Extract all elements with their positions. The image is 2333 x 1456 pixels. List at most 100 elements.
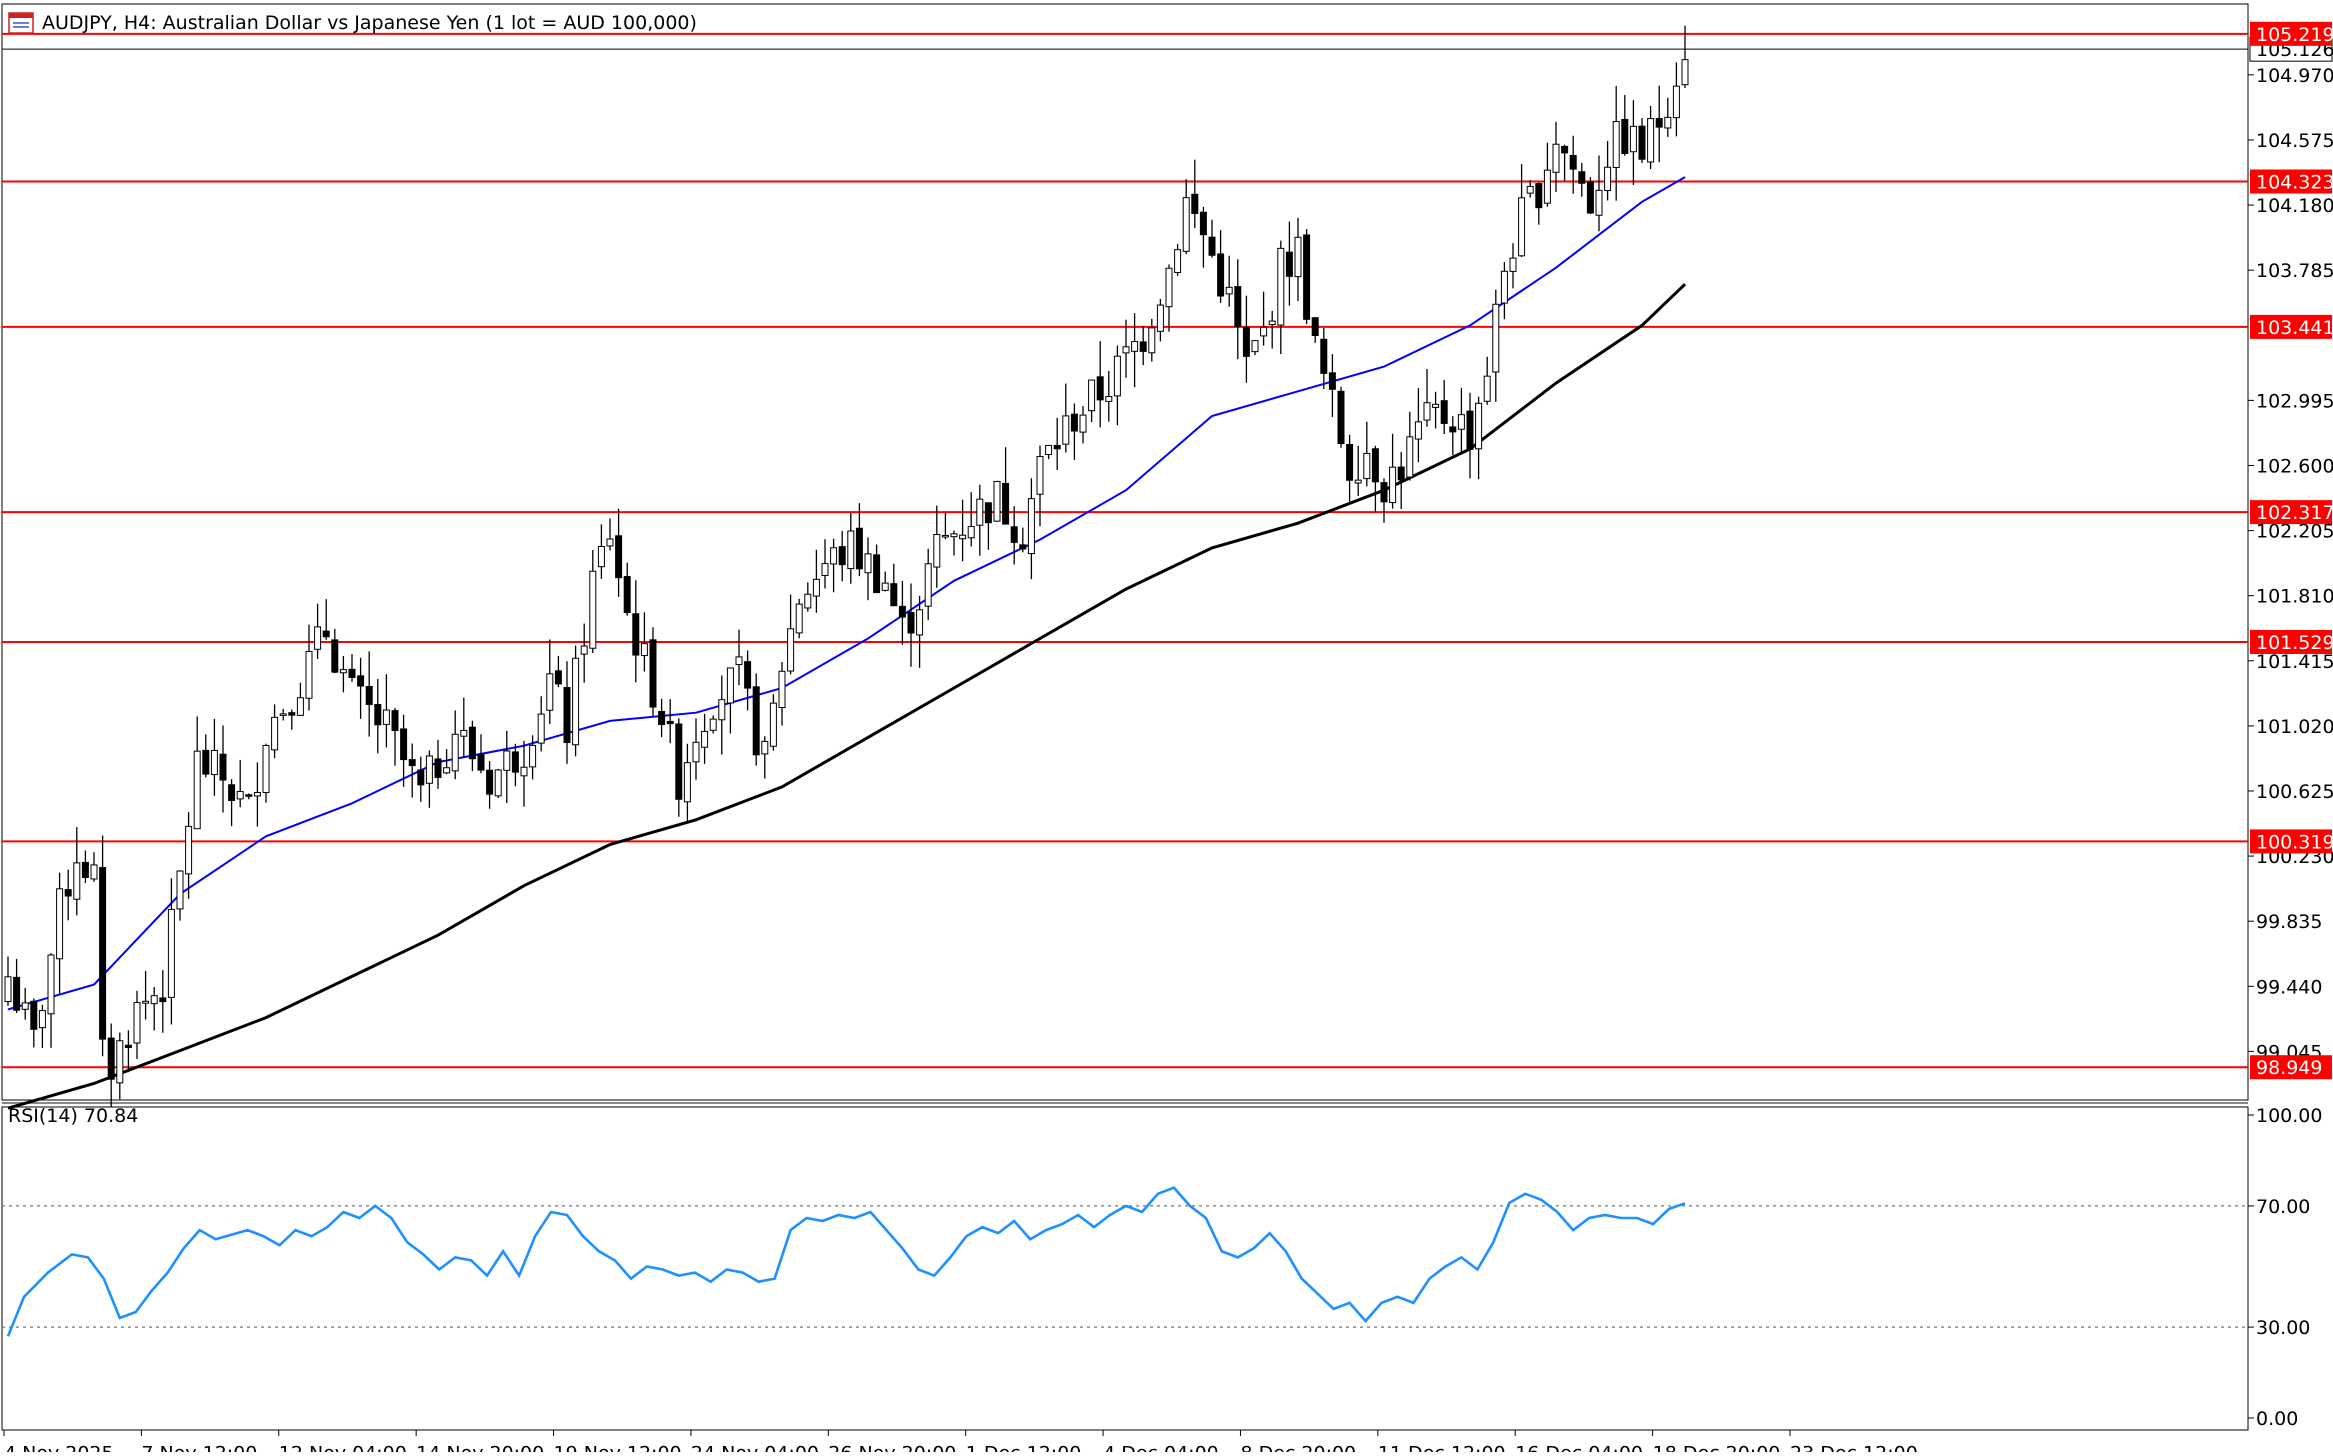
candle[interactable] bbox=[615, 508, 623, 597]
candle[interactable] bbox=[1079, 406, 1087, 444]
candle[interactable] bbox=[1303, 229, 1311, 325]
candle[interactable] bbox=[1036, 445, 1044, 527]
candle[interactable] bbox=[1328, 354, 1336, 417]
candle[interactable] bbox=[1346, 434, 1354, 502]
candle[interactable] bbox=[787, 594, 795, 675]
candle[interactable] bbox=[1406, 411, 1414, 481]
candle[interactable] bbox=[709, 715, 717, 734]
candle[interactable] bbox=[503, 730, 511, 803]
candle[interactable] bbox=[847, 513, 855, 584]
candle[interactable] bbox=[1586, 176, 1594, 214]
candle[interactable] bbox=[271, 704, 279, 759]
candle[interactable] bbox=[1561, 144, 1569, 181]
candle[interactable] bbox=[1604, 140, 1612, 201]
candle[interactable] bbox=[1672, 62, 1680, 137]
candle[interactable] bbox=[1629, 100, 1637, 185]
candle[interactable] bbox=[13, 959, 21, 1014]
candle[interactable] bbox=[1225, 255, 1233, 307]
candle[interactable] bbox=[1234, 259, 1242, 360]
candle[interactable] bbox=[907, 583, 915, 667]
candle[interactable] bbox=[99, 835, 107, 1057]
candle[interactable] bbox=[1070, 403, 1078, 460]
candle[interactable] bbox=[898, 580, 906, 645]
candle[interactable] bbox=[881, 571, 889, 592]
candle[interactable] bbox=[1552, 121, 1560, 192]
rsi-pane[interactable] bbox=[1, 1106, 2249, 1431]
candle[interactable] bbox=[339, 655, 347, 693]
candle[interactable] bbox=[1397, 452, 1405, 510]
candle[interactable] bbox=[494, 768, 502, 799]
candle[interactable] bbox=[1165, 264, 1173, 332]
candle[interactable] bbox=[90, 852, 98, 882]
candle[interactable] bbox=[1518, 164, 1526, 258]
candle[interactable] bbox=[193, 716, 201, 830]
candle[interactable] bbox=[1655, 85, 1663, 163]
candle[interactable] bbox=[1466, 392, 1474, 479]
candle[interactable] bbox=[1569, 135, 1577, 194]
candle[interactable] bbox=[1681, 25, 1689, 88]
candle[interactable] bbox=[761, 736, 769, 779]
candle[interactable] bbox=[331, 628, 339, 674]
candle[interactable] bbox=[606, 518, 614, 551]
candle[interactable] bbox=[348, 654, 356, 682]
candle[interactable] bbox=[219, 725, 227, 813]
candle[interactable] bbox=[1320, 327, 1328, 389]
candle[interactable] bbox=[838, 531, 846, 582]
candle[interactable] bbox=[873, 544, 881, 594]
candle[interactable] bbox=[124, 1030, 132, 1073]
candle[interactable] bbox=[1113, 345, 1121, 426]
candle[interactable] bbox=[597, 524, 605, 579]
candle[interactable] bbox=[692, 718, 700, 780]
candle[interactable] bbox=[408, 743, 416, 798]
candle[interactable] bbox=[572, 645, 580, 757]
candle[interactable] bbox=[443, 749, 451, 775]
price-pane[interactable] bbox=[1, 3, 2249, 1101]
candle[interactable] bbox=[546, 639, 554, 725]
candle[interactable] bbox=[1182, 179, 1190, 255]
candle[interactable] bbox=[855, 503, 863, 577]
candle[interactable] bbox=[718, 675, 726, 755]
candle[interactable] bbox=[1045, 444, 1053, 460]
candle[interactable] bbox=[683, 743, 691, 823]
candle[interactable] bbox=[47, 953, 55, 1048]
candle[interactable] bbox=[890, 563, 898, 607]
candle[interactable] bbox=[632, 580, 640, 683]
candle[interactable] bbox=[976, 484, 984, 556]
candle[interactable] bbox=[1647, 105, 1655, 170]
candle[interactable] bbox=[967, 492, 975, 547]
candle[interactable] bbox=[563, 661, 571, 764]
candle[interactable] bbox=[924, 548, 932, 621]
candle[interactable] bbox=[1543, 142, 1551, 207]
candle[interactable] bbox=[675, 718, 683, 817]
candle[interactable] bbox=[778, 661, 786, 726]
candle[interactable] bbox=[1380, 478, 1388, 523]
candle[interactable] bbox=[73, 827, 81, 916]
candle[interactable] bbox=[984, 502, 992, 550]
candle[interactable] bbox=[1053, 417, 1061, 470]
candle[interactable] bbox=[830, 538, 838, 593]
candle[interactable] bbox=[1122, 319, 1130, 378]
candle[interactable] bbox=[30, 998, 38, 1048]
candle[interactable] bbox=[107, 1023, 115, 1107]
candle[interactable] bbox=[752, 673, 760, 766]
candle[interactable] bbox=[1440, 380, 1448, 434]
candle[interactable] bbox=[21, 987, 29, 1020]
candle[interactable] bbox=[658, 698, 666, 738]
candle[interactable] bbox=[434, 739, 442, 789]
candle[interactable] bbox=[1251, 340, 1259, 356]
candle[interactable] bbox=[38, 1004, 46, 1048]
candle[interactable] bbox=[64, 869, 72, 921]
candle[interactable] bbox=[1311, 317, 1319, 343]
candle[interactable] bbox=[701, 713, 709, 764]
candle[interactable] bbox=[1019, 527, 1027, 553]
candle[interactable] bbox=[864, 537, 872, 601]
candle[interactable] bbox=[116, 1032, 124, 1100]
candle[interactable] bbox=[460, 697, 468, 758]
candle[interactable] bbox=[210, 718, 218, 796]
candle[interactable] bbox=[1492, 289, 1500, 402]
candle[interactable] bbox=[1242, 295, 1250, 383]
candle[interactable] bbox=[1139, 325, 1147, 366]
candle[interactable] bbox=[253, 762, 261, 827]
